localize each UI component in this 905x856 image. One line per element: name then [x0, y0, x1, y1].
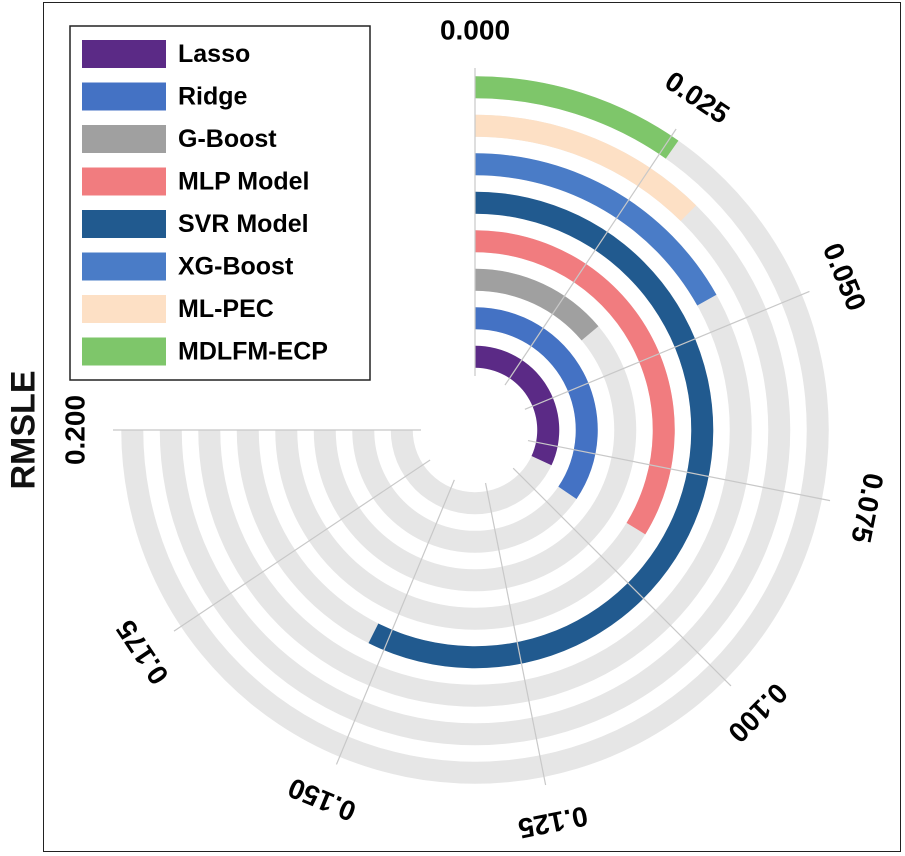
gridline: [524, 290, 810, 410]
gridline: [335, 479, 455, 765]
legend-label: MLP Model: [178, 168, 309, 196]
bar-xg-boost[interactable]: [475, 153, 717, 306]
legend-label: SVR Model: [178, 210, 309, 238]
tick-label: 0.175: [110, 614, 175, 689]
bar-ridge[interactable]: [475, 307, 598, 499]
legend-swatch: [82, 40, 166, 68]
legend-label: Ridge: [178, 83, 248, 111]
bar-ml-pec[interactable]: [475, 114, 697, 222]
legend-swatch: [82, 295, 166, 323]
legend-swatch: [82, 167, 166, 196]
gridline: [512, 467, 732, 687]
legend-swatch: [82, 82, 166, 111]
tick-label: 0.000: [440, 15, 510, 46]
tick-label: 0.050: [817, 239, 872, 316]
legend-box: [69, 25, 371, 381]
legend-label: Lasso: [178, 40, 250, 68]
plot-frame: [43, 2, 901, 852]
legend-label: XG-Boost: [178, 253, 294, 281]
bar-lasso[interactable]: [475, 345, 560, 466]
gridline: [173, 459, 431, 632]
legend-label: ML-PEC: [178, 295, 274, 323]
tick-label: 0.150: [284, 772, 361, 827]
legend-swatch: [82, 125, 166, 153]
tick-label: 0.200: [60, 395, 91, 465]
legend-swatch: [82, 337, 166, 366]
legend-swatch: [82, 210, 166, 238]
gridline: [527, 439, 831, 502]
bar-mdlfm-ecp[interactable]: [475, 76, 679, 159]
tick-label: 0.125: [516, 800, 591, 844]
tick-label: 0.100: [722, 677, 793, 748]
legend-swatch: [82, 252, 166, 281]
gridline: [484, 482, 547, 786]
legend-label: MDLFM-ECP: [178, 338, 328, 366]
legend-label: G-Boost: [178, 125, 277, 153]
tick-label: 0.025: [659, 65, 734, 130]
tick-label: 0.075: [845, 471, 889, 546]
gridline: [504, 128, 677, 386]
bar-g-boost[interactable]: [475, 268, 599, 341]
bar-mlp-model[interactable]: [475, 230, 675, 535]
